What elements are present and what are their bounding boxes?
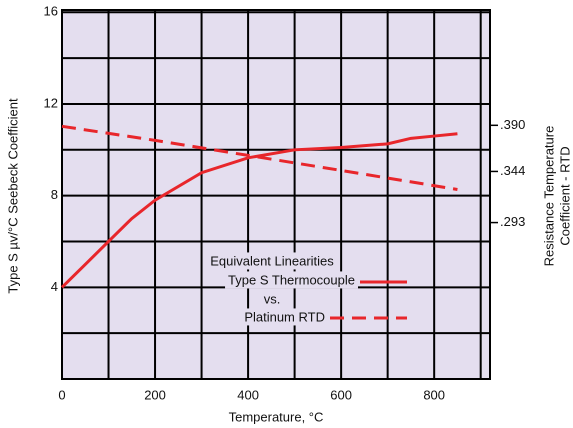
x-tick-label: 800 — [423, 387, 445, 402]
legend-text-bg — [260, 290, 284, 308]
x-tick-label: 600 — [330, 387, 352, 402]
x-axis-label: Temperature, °C — [229, 409, 324, 424]
plot-frame — [61, 9, 491, 380]
y2-tick-label: .293 — [500, 214, 525, 229]
y-tick-label: 16 — [44, 4, 58, 19]
x-tick-label: 400 — [237, 387, 259, 402]
legend-text: Type S Thermocouple — [228, 272, 355, 287]
y2-tick-label: .344 — [500, 163, 525, 178]
legend-text: Equivalent Linearities — [210, 253, 334, 268]
legend-text-bg — [225, 271, 358, 289]
y-tick-label: 4 — [51, 279, 58, 294]
y2-tick-label: .390 — [500, 117, 525, 132]
legend-text: vs. — [264, 291, 281, 306]
legend-text-bg — [241, 308, 328, 326]
legend-text: Platinum RTD — [244, 309, 325, 324]
x-tick-label: 200 — [144, 387, 166, 402]
y-tick-label: 12 — [44, 95, 58, 110]
y2-axis-label: Resistance Temperature — [541, 126, 556, 267]
y-tick-label: 8 — [51, 187, 58, 202]
legend-text-bg — [207, 252, 338, 270]
y-axis-label: Type S µv/°C Seebeck Coefficient — [5, 98, 20, 294]
y2-axis-label: Coefficient - RTD — [557, 146, 572, 245]
series-line — [60, 132, 458, 289]
series-line — [61, 124, 458, 191]
x-tick-label: 0 — [58, 387, 65, 402]
